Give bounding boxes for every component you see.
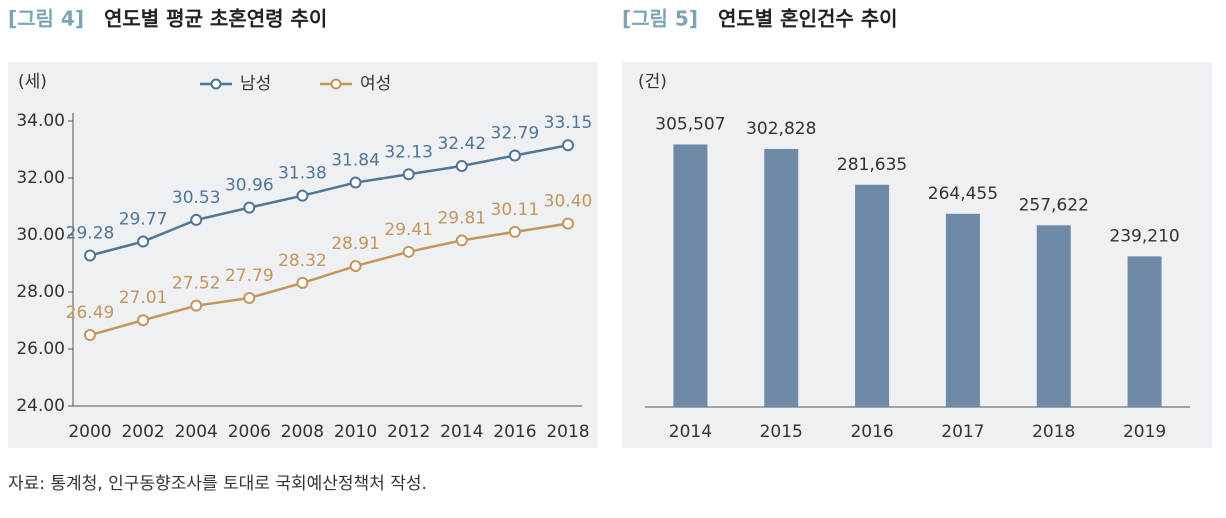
value-label: 28.91 <box>331 234 380 254</box>
x-tick-label: 2010 <box>334 422 377 442</box>
point <box>243 291 256 304</box>
point <box>190 299 203 312</box>
x-tick-label: 2000 <box>68 422 111 442</box>
value-label: 31.84 <box>331 151 380 171</box>
point <box>402 168 415 181</box>
value-label: 26.49 <box>66 303 115 323</box>
point <box>402 245 415 258</box>
series-line <box>89 143 569 257</box>
x-tick-label: 2019 <box>1123 422 1166 442</box>
bar <box>855 184 890 407</box>
bar <box>945 213 980 407</box>
x-tick-label: 2002 <box>121 422 164 442</box>
point <box>190 213 203 226</box>
figure-label: [그림 4] <box>8 7 84 31</box>
source-note: 자료: 통계청, 인구동향조사를 토대로 국회예산정책처 작성. <box>8 474 427 494</box>
point <box>508 225 521 238</box>
value-label: 30.96 <box>225 176 274 196</box>
x-tick-label: 2008 <box>281 422 324 442</box>
y-tick-label: 32.00 <box>16 168 65 188</box>
point <box>296 189 309 202</box>
value-label: 32.42 <box>437 134 486 154</box>
value-label: 27.01 <box>119 288 168 308</box>
bar <box>1127 256 1162 407</box>
chart-title: 연도별 혼인건수 추이 <box>718 7 898 31</box>
point <box>84 249 96 262</box>
value-label: 32.79 <box>491 123 540 143</box>
value-label: 27.79 <box>225 266 274 286</box>
point <box>243 201 256 214</box>
x-tick-label: 2016 <box>493 422 536 442</box>
chart-title: 연도별 평균 초혼연령 추이 <box>104 7 327 31</box>
x-tick-label: 2004 <box>175 422 218 442</box>
x-tick-label: 2016 <box>850 422 893 442</box>
value-label: 32.13 <box>384 142 433 162</box>
point <box>296 276 309 289</box>
legend-marker <box>210 78 222 90</box>
y-tick-label: 28.00 <box>16 282 65 302</box>
series-line <box>89 222 569 337</box>
value-label: 281,635 <box>837 155 907 175</box>
value-label: 29.81 <box>437 208 486 228</box>
value-label: 302,828 <box>746 119 816 139</box>
point <box>562 217 574 230</box>
value-label: 33.15 <box>544 113 593 133</box>
y-axis-label: (세) <box>18 72 47 92</box>
y-axis-label: (건) <box>638 72 667 92</box>
legend-label: 여성 <box>360 74 391 94</box>
y-tick-label: 24.00 <box>16 396 65 416</box>
value-label: 27.52 <box>172 274 221 294</box>
value-label: 264,455 <box>928 184 998 204</box>
point <box>84 329 96 342</box>
value-label: 257,622 <box>1019 195 1089 215</box>
x-tick-label: 2014 <box>669 422 712 442</box>
y-tick-label: 34.00 <box>16 111 65 131</box>
panel <box>8 62 598 448</box>
value-label: 29.28 <box>66 224 115 244</box>
point <box>455 234 468 247</box>
value-label: 30.11 <box>491 200 540 220</box>
point <box>508 149 521 162</box>
bar <box>764 148 799 408</box>
value-label: 30.53 <box>172 188 221 208</box>
panel <box>622 62 1212 448</box>
point <box>562 139 574 152</box>
x-tick-label: 2006 <box>228 422 271 442</box>
point <box>137 235 150 248</box>
x-tick-label: 2015 <box>760 422 803 442</box>
point <box>349 260 362 273</box>
x-tick-label: 2012 <box>387 422 430 442</box>
value-label: 28.32 <box>278 251 327 271</box>
value-label: 29.41 <box>384 220 433 240</box>
x-tick-label: 2017 <box>941 422 984 442</box>
y-tick-label: 30.00 <box>16 225 65 245</box>
point <box>349 176 362 189</box>
value-label: 31.38 <box>278 164 327 184</box>
x-tick-label: 2018 <box>546 422 589 442</box>
figure-label: [그림 5] <box>622 7 698 31</box>
bar <box>673 144 708 407</box>
x-tick-label: 2014 <box>440 422 483 442</box>
legend-marker <box>330 78 342 90</box>
y-tick-label: 26.00 <box>16 339 65 359</box>
value-label: 29.77 <box>119 210 168 230</box>
x-tick-label: 2018 <box>1032 422 1075 442</box>
value-label: 30.40 <box>544 192 593 212</box>
value-label: 305,507 <box>655 114 725 134</box>
point <box>455 160 468 173</box>
bar <box>1036 225 1071 407</box>
legend-label: 남성 <box>240 74 271 94</box>
point <box>137 314 150 327</box>
value-label: 239,210 <box>1109 226 1179 246</box>
